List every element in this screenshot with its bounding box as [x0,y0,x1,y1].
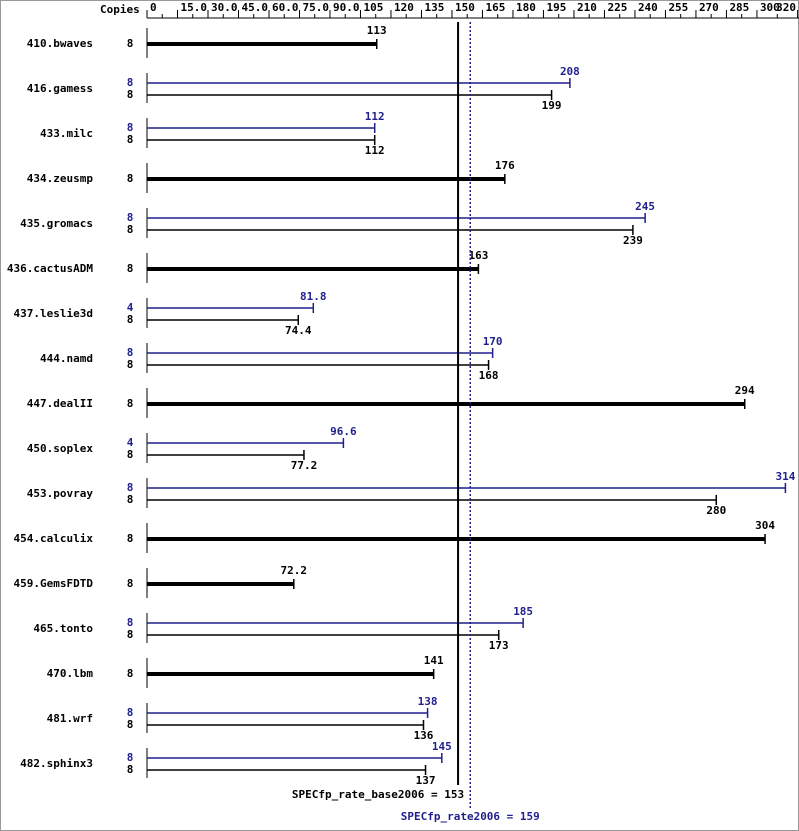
value-label: 163 [468,249,488,262]
x-tick-label: 30.0 [211,1,238,14]
copies-label: 4 [127,301,134,314]
value-label: 170 [483,335,503,348]
x-tick-label: 15.0 [180,1,207,14]
category-label: 465.tonto [33,622,93,635]
x-tick-label: 210 [577,1,597,14]
x-tick-label: 165 [485,1,505,14]
x-tick-label: 135 [424,1,444,14]
copies-label: 8 [127,172,134,185]
category-label: 436.cactusADM [7,262,93,275]
value-label: 74.4 [285,324,312,337]
copies-label: 8 [127,397,134,410]
x-tick-label: 225 [607,1,627,14]
value-label: 245 [635,200,655,213]
copies-label: 8 [127,616,134,629]
copies-label: 8 [127,751,134,764]
copies-label: 8 [127,313,134,326]
x-tick-label: 60.0 [272,1,299,14]
category-label: 482.sphinx3 [20,757,93,770]
value-label: 304 [755,519,775,532]
x-tick-label: 150 [455,1,475,14]
value-label: 168 [479,369,499,382]
value-label: 113 [367,24,387,37]
category-label: 481.wrf [47,712,93,725]
x-tick-label: 240 [638,1,658,14]
copies-label: 8 [127,223,134,236]
x-tick-label: 195 [546,1,566,14]
category-label: 444.namd [40,352,93,365]
category-label: 454.calculix [14,532,94,545]
value-label: 173 [489,639,509,652]
reference-label: SPECfp_rate_base2006 = 153 [292,788,464,801]
value-label: 176 [495,159,515,172]
value-label: 112 [365,110,385,123]
copies-header: Copies [100,3,140,16]
category-label: 437.leslie3d [14,307,93,320]
copies-label: 8 [127,706,134,719]
value-label: 199 [542,99,562,112]
copies-label: 8 [127,763,134,776]
x-tick-label: 120 [394,1,414,14]
x-tick-label: 90.0 [333,1,360,14]
x-tick-label: 45.0 [241,1,268,14]
copies-label: 8 [127,577,134,590]
value-label: 314 [775,470,795,483]
category-label: 435.gromacs [20,217,93,230]
value-label: 112 [365,144,385,157]
copies-label: 8 [127,628,134,641]
value-label: 141 [424,654,444,667]
copies-label: 8 [127,262,134,275]
x-tick-label: 255 [668,1,688,14]
copies-label: 8 [127,121,134,134]
x-tick-label: 0 [150,1,157,14]
value-label: 77.2 [291,459,318,472]
x-tick-label: 75.0 [302,1,329,14]
reference-label: SPECfp_rate2006 = 159 [401,810,540,823]
copies-label: 8 [127,493,134,506]
copies-label: 8 [127,667,134,680]
x-tick-label: 320 [776,1,796,14]
x-tick-label: 105 [363,1,383,14]
copies-label: 8 [127,358,134,371]
copies-label: 8 [127,346,134,359]
copies-label: 8 [127,532,134,545]
x-tick-label: 300 [760,1,780,14]
value-label: 96.6 [330,425,357,438]
copies-label: 8 [127,133,134,146]
value-label: 185 [513,605,533,618]
x-tick-label: 285 [729,1,749,14]
category-label: 416.gamess [27,82,93,95]
copies-label: 8 [127,211,134,224]
value-label: 81.8 [300,290,327,303]
copies-label: 4 [127,436,134,449]
copies-label: 8 [127,76,134,89]
copies-label: 8 [127,448,134,461]
category-label: 450.soplex [27,442,94,455]
copies-label: 8 [127,481,134,494]
copies-label: 8 [127,718,134,731]
x-tick-label: 180 [516,1,536,14]
value-label: 239 [623,234,643,247]
copies-label: 8 [127,88,134,101]
category-label: 434.zeusmp [27,172,94,185]
value-label: 294 [735,384,755,397]
value-label: 138 [418,695,438,708]
category-label: 453.povray [27,487,94,500]
value-label: 137 [416,774,436,787]
value-label: 145 [432,740,452,753]
category-label: 447.dealII [27,397,93,410]
category-label: 433.milc [40,127,93,140]
value-label: 280 [706,504,726,517]
category-label: 459.GemsFDTD [14,577,94,590]
x-tick-label: 270 [699,1,719,14]
value-label: 208 [560,65,580,78]
value-label: 136 [414,729,434,742]
copies-label: 8 [127,37,134,50]
category-label: 410.bwaves [27,37,93,50]
value-label: 72.2 [281,564,308,577]
category-label: 470.lbm [47,667,94,680]
